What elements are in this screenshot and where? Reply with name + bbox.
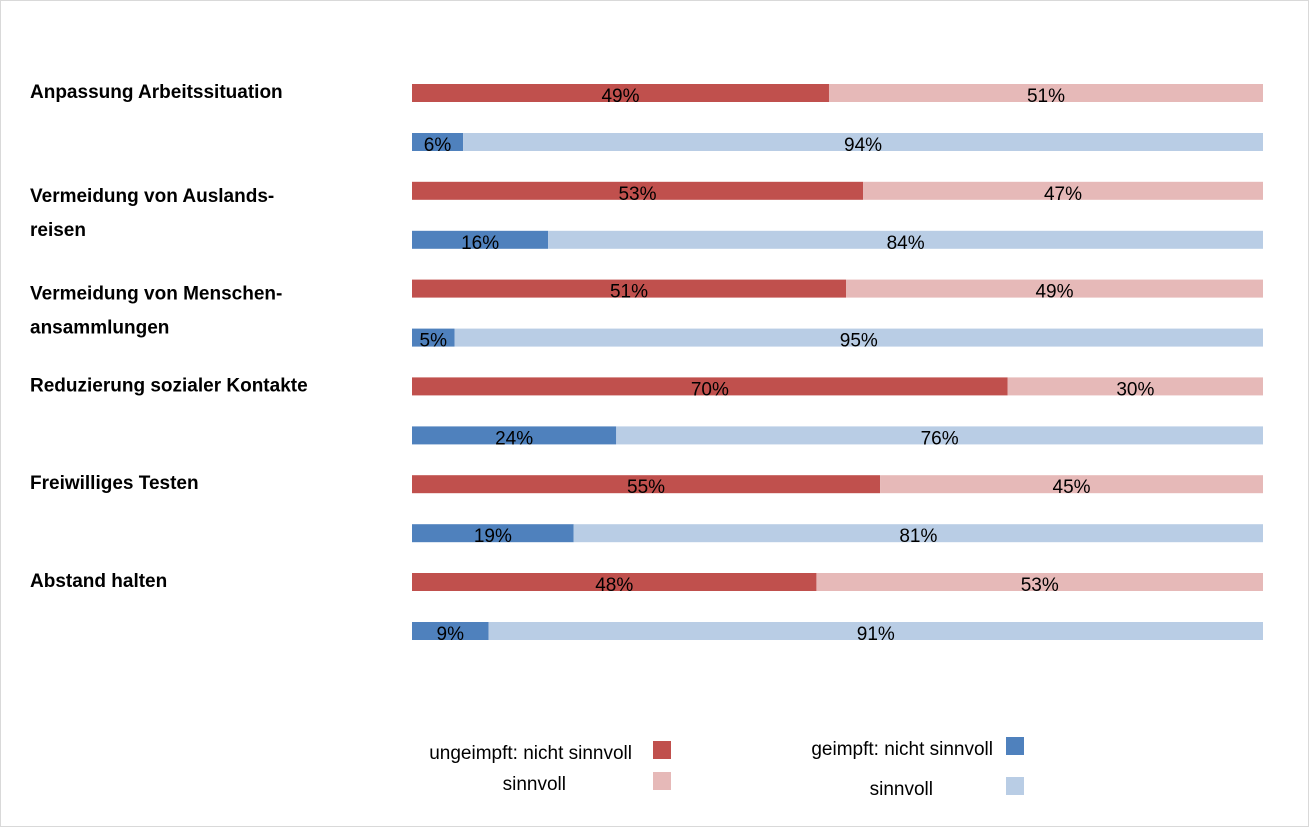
legend-swatch: [653, 772, 671, 790]
data-label: 49%: [601, 86, 639, 107]
data-label: 55%: [627, 477, 665, 498]
bar-segment: [816, 573, 1263, 591]
data-label: 9%: [437, 624, 465, 645]
bar-segment: [412, 377, 1008, 396]
bar-segment: [412, 84, 829, 102]
bar-segment: [548, 230, 1263, 249]
bar-segment: [1007, 377, 1263, 396]
data-label: 5%: [420, 331, 448, 352]
data-label: 84%: [887, 233, 925, 254]
data-label: 19%: [474, 526, 512, 547]
data-label: 70%: [691, 379, 729, 400]
data-label: 30%: [1116, 379, 1154, 400]
data-label: 81%: [899, 526, 937, 547]
legend-swatch: [653, 741, 671, 759]
legend-label: geimpft: nicht sinnvoll: [811, 739, 993, 760]
legend-label: sinnvoll: [503, 774, 566, 795]
category-label: Anpassung Arbeitssituation: [30, 82, 283, 103]
bar-segment: [412, 475, 881, 494]
bar-segment: [412, 279, 847, 298]
data-label: 53%: [1021, 575, 1059, 596]
data-label: 76%: [921, 428, 959, 449]
bar-segment: [828, 84, 1263, 102]
bar-segment: [412, 426, 617, 445]
legend-swatch: [1006, 737, 1024, 755]
data-label: 91%: [857, 624, 895, 645]
bar-segment: [412, 328, 455, 347]
bar-segment: [412, 181, 864, 200]
data-label: 48%: [595, 575, 633, 596]
bar-segment: [488, 622, 1264, 640]
data-label: 94%: [844, 135, 882, 156]
bar-segment: [616, 426, 1263, 445]
bar-segment: [454, 328, 1263, 347]
data-label: 6%: [424, 135, 452, 156]
data-label: 51%: [1027, 86, 1065, 107]
category-label: reisen: [30, 220, 86, 241]
data-label: 53%: [618, 184, 656, 205]
bar-segment: [863, 181, 1263, 200]
bar-segment: [412, 573, 817, 591]
data-label: 24%: [495, 428, 533, 449]
category-label: Vermeidung von Menschen-: [30, 284, 282, 305]
legend-label: ungeimpft: nicht sinnvoll: [429, 743, 632, 764]
bar-segment: [412, 524, 574, 543]
bar-segment: [412, 622, 489, 640]
category-label: Abstand halten: [30, 571, 167, 592]
bar-segment: [573, 524, 1263, 543]
category-label: ansammlungen: [30, 318, 169, 339]
data-label: 47%: [1044, 184, 1082, 205]
bar-segment: [412, 230, 549, 249]
data-label: 49%: [1035, 282, 1073, 303]
legend-swatch: [1006, 777, 1024, 795]
data-label: 45%: [1053, 477, 1091, 498]
category-label: Reduzierung sozialer Kontakte: [30, 375, 308, 396]
legend-label: sinnvoll: [870, 779, 933, 800]
data-label: 16%: [461, 233, 499, 254]
bar-segment: [412, 133, 464, 151]
category-label: Vermeidung von Auslands-: [30, 186, 274, 207]
bar-segment: [463, 133, 1263, 151]
data-label: 95%: [840, 331, 878, 352]
category-label: Freiwilliges Testen: [30, 473, 199, 494]
data-label: 51%: [610, 282, 648, 303]
bar-segment: [846, 279, 1263, 298]
bar-segment: [880, 475, 1263, 494]
